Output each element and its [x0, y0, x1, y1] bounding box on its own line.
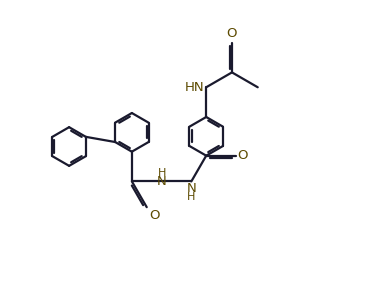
Text: HN: HN	[185, 81, 205, 94]
Text: H: H	[158, 168, 166, 178]
Text: N: N	[157, 175, 166, 188]
Text: O: O	[237, 149, 248, 162]
Text: H: H	[187, 192, 196, 202]
Text: N: N	[187, 182, 196, 195]
Text: O: O	[149, 209, 159, 222]
Text: O: O	[227, 27, 237, 40]
